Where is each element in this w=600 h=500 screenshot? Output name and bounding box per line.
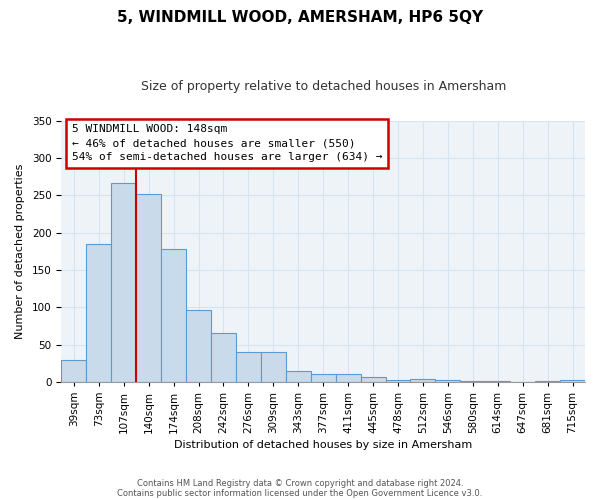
Bar — [211, 334, 236, 382]
Bar — [86, 244, 111, 382]
Bar — [136, 194, 161, 382]
Bar — [61, 360, 86, 382]
Bar — [111, 182, 136, 382]
Bar — [186, 310, 211, 382]
Bar — [261, 352, 286, 382]
Title: Size of property relative to detached houses in Amersham: Size of property relative to detached ho… — [140, 80, 506, 93]
Bar — [335, 374, 361, 382]
Bar — [286, 372, 311, 382]
Y-axis label: Number of detached properties: Number of detached properties — [15, 164, 25, 339]
X-axis label: Distribution of detached houses by size in Amersham: Distribution of detached houses by size … — [174, 440, 472, 450]
Text: Contains public sector information licensed under the Open Government Licence v3: Contains public sector information licen… — [118, 488, 482, 498]
Bar — [361, 378, 386, 382]
Bar — [161, 249, 186, 382]
Bar — [560, 380, 585, 382]
Bar — [436, 380, 460, 382]
Bar — [485, 381, 510, 382]
Bar — [535, 381, 560, 382]
Bar — [311, 374, 335, 382]
Text: Contains HM Land Registry data © Crown copyright and database right 2024.: Contains HM Land Registry data © Crown c… — [137, 478, 463, 488]
Bar — [460, 381, 485, 382]
Bar — [236, 352, 261, 382]
Bar — [410, 379, 436, 382]
Text: 5 WINDMILL WOOD: 148sqm
← 46% of detached houses are smaller (550)
54% of semi-d: 5 WINDMILL WOOD: 148sqm ← 46% of detache… — [72, 124, 382, 162]
Text: 5, WINDMILL WOOD, AMERSHAM, HP6 5QY: 5, WINDMILL WOOD, AMERSHAM, HP6 5QY — [117, 10, 483, 25]
Bar — [386, 380, 410, 382]
